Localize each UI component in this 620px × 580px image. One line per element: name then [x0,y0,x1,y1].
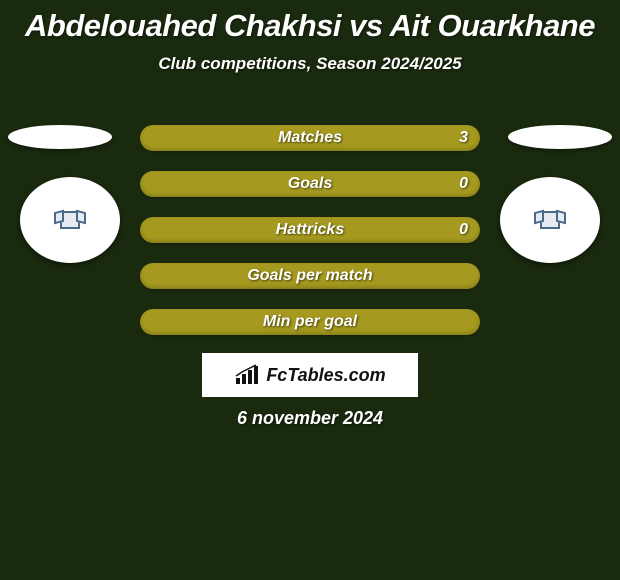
jersey-icon [60,211,80,229]
stat-row-goals: Goals 0 [140,171,480,197]
player-right-avatar [500,177,600,263]
player-right-ellipse [508,125,612,149]
stat-label: Matches [278,129,342,147]
player-left-ellipse [8,125,112,149]
stat-rows: Matches 3 Goals 0 Hattricks 0 Goals per … [140,125,480,355]
stat-row-min-per-goal: Min per goal [140,309,480,335]
stat-row-hattricks: Hattricks 0 [140,217,480,243]
subtitle: Club competitions, Season 2024/2025 [0,54,620,74]
stat-label: Goals [288,175,332,193]
stat-value: 0 [459,221,468,239]
stat-row-matches: Matches 3 [140,125,480,151]
stat-label: Goals per match [247,267,372,285]
stat-label: Min per goal [263,313,357,331]
player-left-avatar [20,177,120,263]
branding-text: FcTables.com [266,365,385,386]
branding-badge: FcTables.com [202,353,418,397]
stat-row-goals-per-match: Goals per match [140,263,480,289]
stat-label: Hattricks [276,221,344,239]
stat-value: 3 [459,129,468,147]
date-label: 6 november 2024 [0,408,620,429]
jersey-icon [540,211,560,229]
page-title: Abdelouahed Chakhsi vs Ait Ouarkhane [0,0,620,44]
chart-icon [234,364,262,386]
stat-value: 0 [459,175,468,193]
